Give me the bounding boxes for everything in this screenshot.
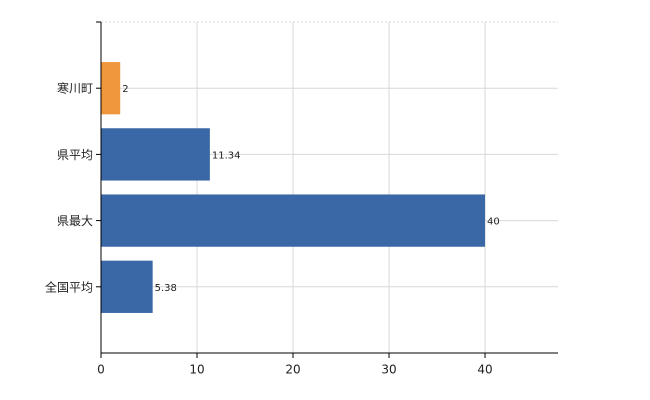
value-label: 40: [487, 217, 500, 228]
y-tick-label: 県平均: [57, 148, 93, 162]
bar: [101, 128, 210, 181]
value-label: 5.38: [155, 283, 177, 294]
x-tick-label: 40: [477, 363, 492, 377]
value-label: 11.34: [212, 150, 241, 161]
value-label: 2: [122, 84, 128, 95]
y-tick-label: 全国平均: [45, 279, 93, 294]
bar: [101, 260, 153, 313]
x-tick-label: 0: [97, 363, 105, 377]
y-tick-label: 県最大: [57, 214, 93, 228]
x-tick-label: 10: [189, 363, 204, 377]
y-tick-label: 寒川町: [57, 81, 93, 96]
bar: [101, 62, 121, 115]
x-tick-label: 30: [381, 363, 396, 377]
bar: [101, 194, 486, 247]
x-tick-label: 20: [285, 363, 300, 377]
